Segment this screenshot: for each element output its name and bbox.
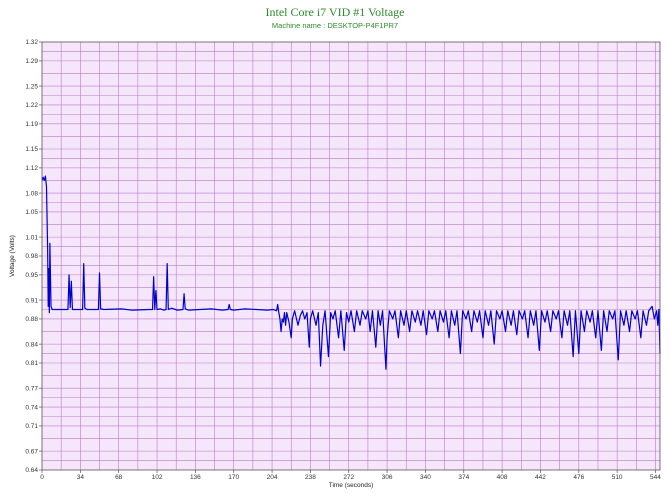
y-tick-label: 1.15 <box>25 146 38 153</box>
x-tick-label: 442 <box>535 474 546 481</box>
y-tick-label: 0.91 <box>25 297 38 304</box>
x-tick-label: 476 <box>573 474 584 481</box>
x-tick-label: 306 <box>382 474 393 481</box>
y-tick-label: 0.95 <box>25 272 38 279</box>
series-layer <box>41 175 661 370</box>
x-tick-label: 204 <box>267 474 278 481</box>
x-axis-ticks: 0 34 68 102 136 170 204 238 272 306 340 374 408 442 47… <box>40 470 661 481</box>
y-tick-label: 1.12 <box>25 165 38 172</box>
y-tick-label: 1.01 <box>25 234 38 241</box>
y-tick-label: 1.25 <box>25 83 38 90</box>
y-tick-label: 0.67 <box>25 448 38 455</box>
x-tick-label: 170 <box>228 474 239 481</box>
x-tick-label: 510 <box>612 474 623 481</box>
y-tick-label: 1.22 <box>25 102 38 109</box>
x-tick-label: 408 <box>497 474 508 481</box>
x-tick-label: 374 <box>458 474 469 481</box>
y-tick-label: 0.98 <box>25 253 38 260</box>
y-axis-label: Voltage (Volts) <box>9 235 16 277</box>
grid-lines <box>42 42 660 470</box>
x-tick-label: 68 <box>115 474 123 481</box>
x-axis-label: Time (seconds) <box>329 482 374 489</box>
x-tick-label: 544 <box>650 474 661 481</box>
chart-title: Intel Core i7 VID #1 Voltage <box>266 5 405 19</box>
y-tick-label: 0.64 <box>25 467 38 474</box>
y-tick-label: 0.84 <box>25 341 38 348</box>
y-tick-label: 0.88 <box>25 316 38 323</box>
chart-subtitle: Machine name : DESKTOP-P4F1PR7 <box>272 21 398 30</box>
y-tick-label: 1.32 <box>25 39 38 46</box>
x-tick-label: 102 <box>152 474 163 481</box>
y-axis-ticks: 0.64 0.67 0.71 0.74 0.77 0.81 0.84 0.88 0.91 0.95… <box>25 39 42 474</box>
x-tick-label: 272 <box>343 474 354 481</box>
y-tick-label: 1.05 <box>25 209 38 216</box>
voltage-series-line <box>41 175 661 370</box>
y-tick-label: 0.77 <box>25 385 38 392</box>
y-tick-label: 1.29 <box>25 58 38 65</box>
x-tick-label: 136 <box>190 474 201 481</box>
y-tick-label: 0.81 <box>25 360 38 367</box>
y-tick-label: 0.74 <box>25 404 38 411</box>
x-tick-label: 238 <box>305 474 316 481</box>
x-tick-label: 340 <box>420 474 431 481</box>
y-tick-label: 1.19 <box>25 121 38 128</box>
y-tick-label: 1.08 <box>25 190 38 197</box>
y-tick-label: 0.71 <box>25 423 38 430</box>
x-tick-label: 0 <box>40 474 44 481</box>
x-tick-label: 34 <box>77 474 85 481</box>
